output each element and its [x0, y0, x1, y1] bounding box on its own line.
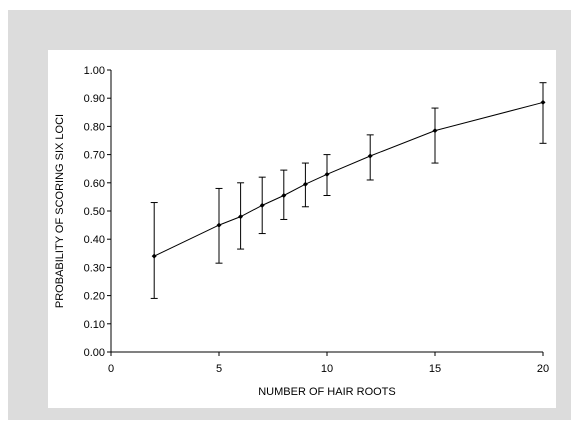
data-point: [281, 192, 287, 198]
data-point: [540, 99, 546, 105]
x-tick-label: 0: [108, 363, 114, 375]
y-tick-label: 0.70: [84, 150, 105, 162]
data-points: [151, 99, 546, 259]
series-line: [153, 101, 544, 257]
y-tick-label: 0.60: [84, 178, 105, 190]
data-point: [151, 253, 157, 259]
y-tick-label: 1.00: [84, 65, 105, 77]
y-axis-title: PROBABILITY OF SCORING SIX LOCI: [54, 114, 66, 308]
x-axis-title: NUMBER OF HAIR ROOTS: [258, 386, 396, 398]
y-tick-label: 0.20: [84, 291, 105, 303]
data-point: [432, 128, 438, 134]
x-tick-label: 5: [216, 363, 222, 375]
chart-panel: 0.00 0.10 0.20 0.30 0.40 0.50 0.60 0.70 0.80 0.90…: [48, 50, 556, 408]
x-axis-ticks: 0 5 10 15 20: [108, 352, 549, 375]
error-bars: [150, 82, 547, 299]
data-point: [238, 214, 244, 220]
chart: 0.00 0.10 0.20 0.30 0.40 0.50 0.60 0.70 0.80 0.90…: [54, 65, 549, 398]
x-tick-label: 15: [429, 363, 441, 375]
y-tick-label: 0.50: [84, 206, 105, 218]
data-point: [302, 181, 308, 187]
data-point: [259, 202, 265, 208]
y-tick-label: 0.80: [84, 121, 105, 133]
figure-frame: 0.00 0.10 0.20 0.30 0.40 0.50 0.60 0.70 0.80 0.90…: [8, 10, 571, 420]
x-tick-label: 20: [537, 363, 549, 375]
y-tick-label: 0.90: [84, 93, 105, 105]
y-axis-ticks: 0.00 0.10 0.20 0.30 0.40 0.50 0.60 0.70 0.80 0.90…: [84, 65, 111, 359]
y-tick-label: 0.40: [84, 234, 105, 246]
y-tick-label: 0.30: [84, 262, 105, 274]
y-tick-label: 0.10: [84, 319, 105, 331]
data-point: [367, 153, 373, 159]
y-tick-label: 0.00: [84, 347, 105, 359]
data-point: [324, 171, 330, 177]
x-tick-label: 10: [321, 363, 333, 375]
data-point: [216, 222, 222, 228]
